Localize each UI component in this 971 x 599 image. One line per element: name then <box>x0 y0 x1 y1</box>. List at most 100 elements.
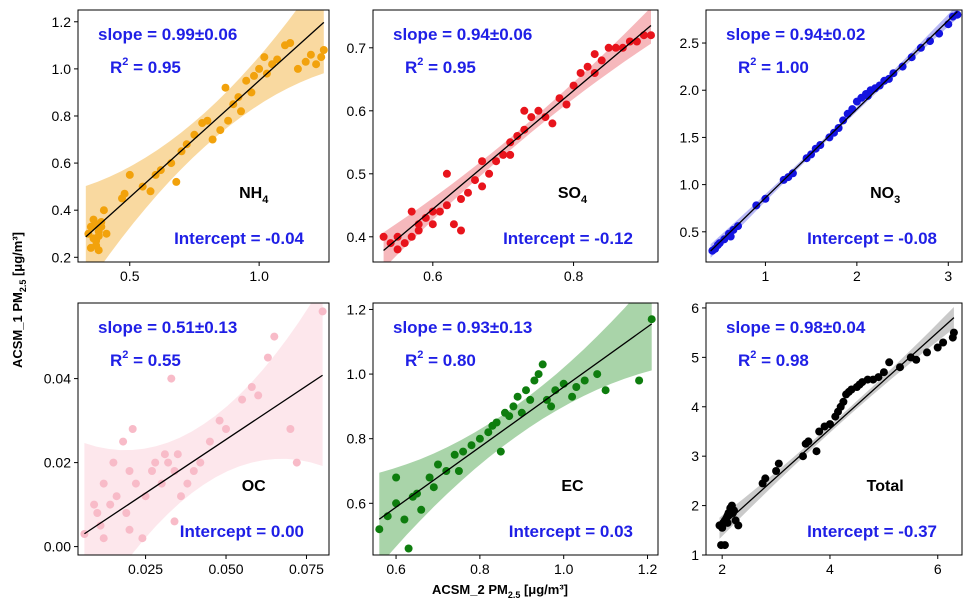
data-point-nh4 <box>172 177 181 186</box>
data-point-so4 <box>611 43 620 52</box>
data-point-so4 <box>506 150 515 159</box>
data-point-so4 <box>604 43 613 52</box>
data-point-no3 <box>720 235 729 244</box>
data-point-total <box>896 363 904 372</box>
data-point-ec <box>392 499 401 508</box>
data-point-total <box>939 338 948 347</box>
data-point-nh4 <box>221 83 230 92</box>
fit-line-no3 <box>710 11 958 252</box>
data-point-oc <box>99 534 108 543</box>
data-point-so4 <box>520 106 529 115</box>
data-point-so4 <box>590 50 599 59</box>
data-point-total <box>948 333 957 342</box>
data-point-so4 <box>485 169 494 178</box>
data-point-no3 <box>935 29 944 38</box>
r-squared-annotation-nh4: R2 = 0.95 <box>110 56 181 77</box>
data-point-ec <box>547 402 556 411</box>
y-tick-label-no3: 2.5 <box>680 35 700 51</box>
data-point-nh4 <box>306 50 315 59</box>
slope-annotation-ec: slope = 0.93±0.13 <box>393 318 532 337</box>
data-point-so4 <box>541 113 550 122</box>
r-squared-symbol-oc: R <box>110 351 122 370</box>
r-squared-symbol-total: R <box>738 351 750 370</box>
r-squared-superscript-no3: 2 <box>750 56 756 68</box>
data-point-oc <box>189 467 198 475</box>
panel-label-subscript-no3: 3 <box>894 194 900 206</box>
data-point-so4 <box>625 37 634 46</box>
y-tick-label-no3: 1.0 <box>680 177 700 193</box>
data-point-so4 <box>555 94 564 103</box>
data-point-ec <box>580 376 589 385</box>
r-squared-superscript-nh4: 2 <box>122 56 128 68</box>
intercept-annotation-nh4: Intercept = -0.04 <box>174 229 304 248</box>
data-point-oc <box>205 437 214 446</box>
data-point-oc <box>131 479 140 488</box>
panel-label-main-ec: EC <box>561 478 584 495</box>
y-tick-label-nh4: 0.8 <box>52 108 72 124</box>
data-point-nh4 <box>317 53 326 62</box>
x-tick-label-nh4: 1.0 <box>249 268 269 284</box>
data-point-nh4 <box>99 206 108 215</box>
data-point-so4 <box>428 220 437 229</box>
data-point-so4 <box>597 56 606 65</box>
data-point-total <box>885 358 894 367</box>
y-tick-label-oc: 0.02 <box>44 455 71 471</box>
data-point-nh4 <box>182 140 191 149</box>
data-point-so4 <box>499 150 508 159</box>
panel-label-no3: NO3 <box>870 185 900 206</box>
x-axis-label-subscript: 2.5 <box>508 590 521 599</box>
data-point-ec <box>454 467 463 475</box>
data-point-oc <box>138 534 147 543</box>
data-point-so4 <box>506 138 515 147</box>
plot-area-nh4 <box>84 10 328 262</box>
data-point-nh4 <box>190 130 199 139</box>
r-squared-annotation-total: R2 = 0.98 <box>738 349 809 370</box>
plot-area-oc <box>80 303 327 555</box>
data-point-no3 <box>926 37 934 46</box>
r-squared-value-so4: = 0.95 <box>423 58 475 77</box>
data-point-oc <box>96 521 105 530</box>
data-point-so4 <box>513 132 522 140</box>
x-tick-label-ec: 1.0 <box>554 561 574 577</box>
data-point-so4 <box>548 119 557 128</box>
y-tick-label-total: 4 <box>691 399 699 415</box>
data-point-so4 <box>407 232 416 241</box>
data-point-ec <box>434 460 442 469</box>
panel-label-subscript-so4: 4 <box>581 194 588 206</box>
axes-frame-total <box>705 302 963 556</box>
y-tick-label-no3: 0.5 <box>680 224 700 240</box>
y-tick-label-nh4: 0.4 <box>52 202 72 218</box>
data-point-total <box>933 343 942 352</box>
slope-annotation-no3: slope = 0.94±0.02 <box>726 25 865 44</box>
data-point-ec <box>417 505 426 514</box>
data-point-oc <box>99 479 108 488</box>
x-tick-label-ec: 0.8 <box>470 561 490 577</box>
y-tick-label-ec: 0.6 <box>347 495 367 511</box>
data-point-ec <box>375 525 384 534</box>
data-point-so4 <box>520 125 529 134</box>
data-point-nh4 <box>242 76 251 85</box>
data-point-ec <box>509 402 518 411</box>
data-point-nh4 <box>273 55 282 64</box>
panels: 0.5 1.0 0.2 0.4 0.6 0.8 1.0 1.2 slope = 0.99±0.0… <box>44 9 963 577</box>
data-point-nh4 <box>268 60 277 69</box>
axes-frame-oc <box>77 302 330 556</box>
data-point-oc <box>93 509 102 517</box>
data-point-so4 <box>393 245 402 254</box>
data-point-ec <box>496 447 505 456</box>
data-point-nh4 <box>224 116 233 125</box>
data-point-so4 <box>527 113 536 122</box>
panel-label-main-oc: OC <box>242 478 266 495</box>
data-point-nh4 <box>125 170 134 179</box>
x-tick-label-ec: 0.6 <box>386 561 406 577</box>
y-axis-label-unit: [μg/m³] <box>10 232 25 280</box>
data-point-nh4 <box>216 126 225 135</box>
plot-area-no3 <box>708 10 962 258</box>
data-point-nh4 <box>234 93 243 102</box>
data-point-nh4 <box>286 39 295 47</box>
data-point-so4 <box>639 31 648 40</box>
data-point-oc <box>125 525 134 534</box>
data-point-so4 <box>400 239 409 248</box>
data-point-so4 <box>393 232 402 241</box>
data-point-so4 <box>471 176 479 185</box>
